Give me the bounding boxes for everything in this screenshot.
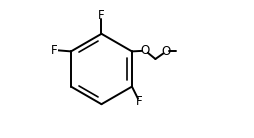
Text: F: F: [136, 95, 143, 108]
Text: F: F: [98, 9, 105, 22]
Text: O: O: [161, 45, 170, 58]
Text: F: F: [51, 43, 58, 57]
Text: O: O: [140, 44, 150, 57]
